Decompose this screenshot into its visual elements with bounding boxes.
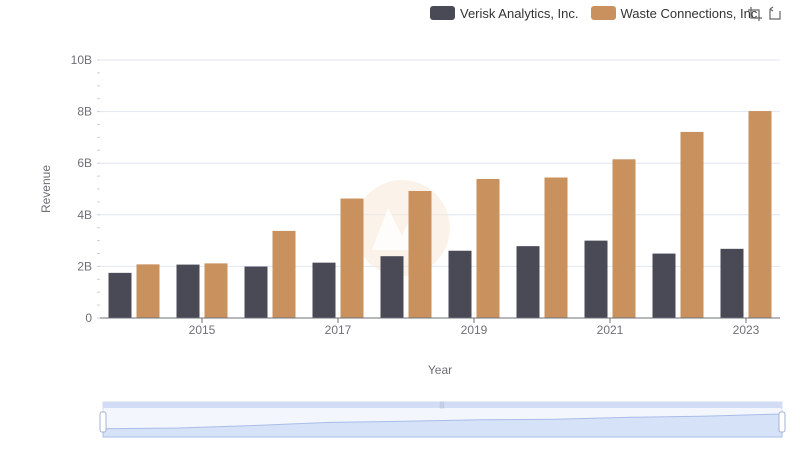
- x-tick-label: 2021: [597, 323, 624, 337]
- toolbox: [747, 6, 783, 22]
- bar-waste-connections-2018[interactable]: [408, 190, 432, 318]
- y-tick-label: 4B: [77, 208, 92, 222]
- zoom-icon[interactable]: [747, 6, 763, 22]
- bar-verisk-2020[interactable]: [516, 246, 540, 318]
- slider-right-handle[interactable]: [778, 411, 786, 433]
- bar-waste-connections-2023[interactable]: [748, 111, 772, 318]
- bar-verisk-2022[interactable]: [652, 253, 676, 318]
- bar-verisk-2015[interactable]: [176, 264, 200, 318]
- x-tick-label: 2017: [325, 323, 352, 337]
- y-tick-label: 8B: [77, 105, 92, 119]
- x-tick-label: 2015: [189, 323, 216, 337]
- bars: [108, 111, 772, 318]
- bar-waste-connections-2021[interactable]: [612, 159, 636, 318]
- bar-verisk-2018[interactable]: [380, 256, 404, 318]
- data-zoom-slider[interactable]: |||: [99, 401, 786, 438]
- restore-icon[interactable]: [767, 6, 783, 22]
- x-axis-title: Year: [428, 363, 452, 377]
- legend-swatch-waste-connections: [590, 6, 616, 20]
- legend-item-waste-connections[interactable]: Waste Connections, Inc.: [590, 5, 761, 21]
- legend-swatch-verisk: [430, 6, 455, 20]
- y-tick-label: 10B: [71, 53, 92, 67]
- bar-waste-connections-2015[interactable]: [204, 263, 228, 318]
- y-tick-label: 0: [85, 311, 92, 325]
- bar-verisk-2017[interactable]: [312, 262, 336, 318]
- bar-verisk-2016[interactable]: [244, 266, 268, 318]
- x-tick-label: 2019: [461, 323, 488, 337]
- bar-waste-connections-2014[interactable]: [136, 264, 160, 318]
- y-tick-label: 6B: [77, 156, 92, 170]
- bar-waste-connections-2016[interactable]: [272, 230, 296, 318]
- bar-waste-connections-2022[interactable]: [680, 131, 704, 318]
- y-axis-title: Revenue: [39, 165, 53, 213]
- x-axis-ticks: 2015 2017 2019 2021 2023: [189, 318, 760, 337]
- legend-item-verisk[interactable]: Verisk Analytics, Inc.: [430, 6, 579, 21]
- slider-selection-bar[interactable]: [103, 402, 782, 408]
- y-axis-ticks: 0 2B 4B 6B 8B 10B: [71, 53, 100, 325]
- bar-waste-connections-2019[interactable]: [476, 178, 500, 318]
- bar-verisk-2023[interactable]: [720, 248, 744, 318]
- legend: Verisk Analytics, Inc. Waste Connections…: [430, 3, 773, 23]
- bar-verisk-2021[interactable]: [584, 240, 608, 318]
- bar-waste-connections-2020[interactable]: [544, 177, 568, 318]
- slider-left-handle[interactable]: [99, 411, 107, 433]
- legend-label-verisk: Verisk Analytics, Inc.: [460, 5, 579, 21]
- bar-verisk-2014[interactable]: [108, 272, 132, 318]
- slider-grip-icon[interactable]: |||: [439, 402, 445, 409]
- x-tick-label: 2023: [733, 323, 760, 337]
- y-tick-label: 2B: [77, 259, 92, 273]
- bar-verisk-2019[interactable]: [448, 250, 472, 318]
- legend-label-waste-connections: Waste Connections, Inc.: [620, 5, 761, 21]
- bar-waste-connections-2017[interactable]: [340, 198, 364, 318]
